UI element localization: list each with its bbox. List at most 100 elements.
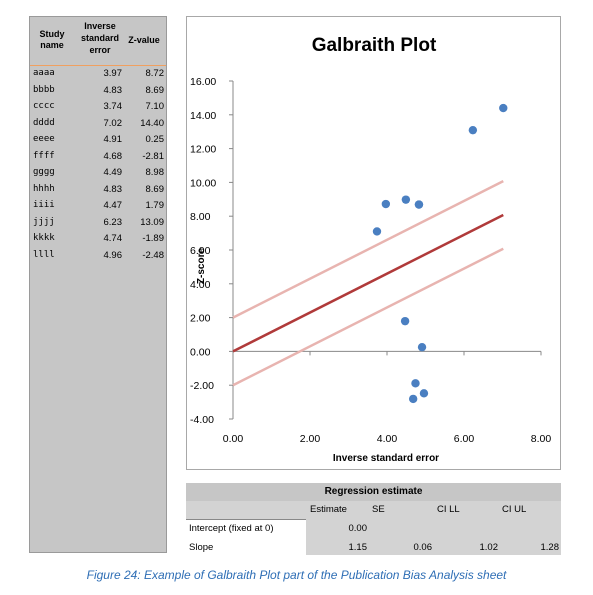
x-tick-label: 6.00 [454, 433, 475, 445]
inverse-se-cell: 4.74 [103, 233, 123, 244]
x-tick-label: 2.00 [300, 433, 321, 445]
inverse-se-cell: 3.74 [103, 101, 123, 112]
z-value-cell: -2.48 [142, 249, 164, 261]
y-tick-label: 6.00 [190, 245, 211, 257]
table-row: dddd 7.02 14.40 [30, 117, 166, 133]
inverse-se-cell: 4.96 [103, 249, 123, 261]
study-name-cell: dddd [33, 117, 55, 128]
z-value-cell: 8.98 [145, 167, 165, 178]
galbraith-chart: Galbraith Plot 16.00 14.00 12.00 10.00 8.00 6… [186, 16, 561, 470]
table-row: ffff 4.68 -2.81 [30, 150, 166, 166]
study-name-cell: hhhh [33, 183, 55, 194]
intercept-label: Intercept (fixed at 0) [189, 523, 274, 534]
y-tick-label: 4.00 [190, 279, 211, 291]
z-value-cell: 13.09 [140, 216, 164, 228]
regression-values-bg [306, 519, 561, 555]
table-row: eeee 4.91 0.25 [30, 133, 166, 149]
chart-lines [232, 180, 504, 387]
y-tick-label: -2.00 [190, 380, 214, 392]
slope-estimate: 1.15 [348, 542, 368, 553]
header-z-value: Z-value [128, 35, 160, 45]
z-value-cell: 14.40 [140, 117, 164, 129]
chart-points [372, 103, 508, 404]
data-point [414, 200, 424, 209]
x-axis-label: Inverse standard error [333, 453, 439, 464]
study-name-cell: aaaa [33, 68, 55, 78]
slope-ci-ul: 1.28 [540, 542, 560, 553]
study-name-cell: kkkk [33, 233, 55, 243]
inverse-se-cell: 4.83 [103, 84, 123, 96]
table-row: kkkk 4.74 -1.89 [30, 232, 166, 248]
header-inverse-se: Inverse standard error [80, 21, 119, 55]
z-value-cell: 0.25 [145, 134, 165, 145]
inverse-se-cell: 4.91 [103, 134, 123, 145]
y-tick-label: 0.00 [190, 346, 211, 358]
table-row: aaaa 3.97 8.72 [30, 67, 166, 83]
inverse-se-cell: 7.02 [103, 117, 123, 129]
regression-title-bar [186, 483, 561, 501]
data-point [417, 342, 427, 352]
table-row: iiii 4.47 1.79 [30, 199, 166, 215]
z-value-cell: -1.89 [142, 233, 164, 244]
y-tick-label: 12.00 [190, 144, 216, 156]
z-value-cell: 7.10 [145, 101, 165, 112]
z-value-cell: 8.69 [145, 183, 165, 195]
slope-se: 0.06 [413, 542, 433, 553]
table-header: Study name Inverse standard error Z-valu… [30, 17, 166, 66]
study-name-cell: cccc [33, 101, 55, 111]
regression-line [232, 213, 504, 353]
z-value-cell: 8.72 [145, 68, 165, 79]
col-estimate: Estimate [310, 504, 347, 515]
col-ci-ul: CI UL [502, 504, 527, 515]
data-point [468, 125, 478, 135]
data-point [372, 227, 382, 236]
data-point [401, 195, 411, 204]
col-se: SE [372, 504, 385, 515]
chart-axes: 16.00 14.00 12.00 10.00 8.00 6.00 4.00 2.00 0.00… [190, 76, 551, 445]
upper-band-line [232, 180, 504, 319]
study-name-cell: ffff [33, 150, 55, 161]
chart-title: Galbraith Plot [312, 35, 437, 56]
col-ci-ll: CI LL [437, 504, 460, 515]
x-tick-label: 0.00 [223, 433, 244, 445]
inverse-se-cell: 4.49 [103, 167, 123, 178]
x-tick-label: 8.00 [531, 433, 552, 445]
data-table: Study name Inverse standard error Z-valu… [29, 16, 167, 553]
z-value-cell: 1.79 [145, 200, 165, 211]
data-point [381, 199, 391, 209]
data-point [419, 389, 429, 398]
chart-svg: Galbraith Plot 16.00 14.00 12.00 10.00 8.00 6… [190, 35, 551, 464]
table-row: llll 4.96 -2.48 [30, 249, 166, 265]
header-study-name: Study name [39, 29, 65, 50]
z-value-cell: -2.81 [142, 150, 164, 162]
y-tick-label: -4.00 [190, 414, 214, 426]
lower-band-line [232, 247, 504, 387]
inverse-se-cell: 4.47 [103, 200, 123, 211]
inverse-se-cell: 3.97 [103, 68, 123, 79]
y-tick-label: 2.00 [190, 313, 211, 325]
table-row: jjjj 6.23 13.09 [30, 216, 166, 232]
figure-caption: Figure 24: Example of Galbraith Plot par… [86, 568, 507, 582]
inverse-se-cell: 6.23 [103, 216, 123, 228]
study-name-cell: gggg [33, 167, 55, 177]
y-tick-label: 8.00 [190, 211, 211, 223]
data-point [400, 316, 410, 326]
table-row: hhhh 4.83 8.69 [30, 183, 166, 199]
data-point [408, 394, 418, 404]
table-row: bbbb 4.83 8.69 [30, 84, 166, 100]
table-row: gggg 4.49 8.98 [30, 166, 166, 182]
data-point [499, 103, 508, 113]
study-name-cell: llll [33, 249, 55, 260]
regression-table: Regression estimate Estimate SE CI LL CI… [186, 483, 561, 555]
intercept-estimate: 0.00 [348, 523, 368, 534]
inverse-se-cell: 4.83 [103, 183, 123, 195]
study-name-cell: eeee [33, 134, 55, 144]
y-axis-label: Z-score [196, 248, 207, 285]
slope-label: Slope [189, 542, 214, 553]
data-point [411, 379, 420, 388]
y-tick-label: 10.00 [190, 177, 216, 189]
y-tick-label: 14.00 [190, 110, 216, 122]
x-tick-label: 4.00 [377, 433, 398, 445]
z-value-cell: 8.69 [145, 84, 165, 96]
slope-ci-ll: 1.02 [479, 542, 499, 553]
